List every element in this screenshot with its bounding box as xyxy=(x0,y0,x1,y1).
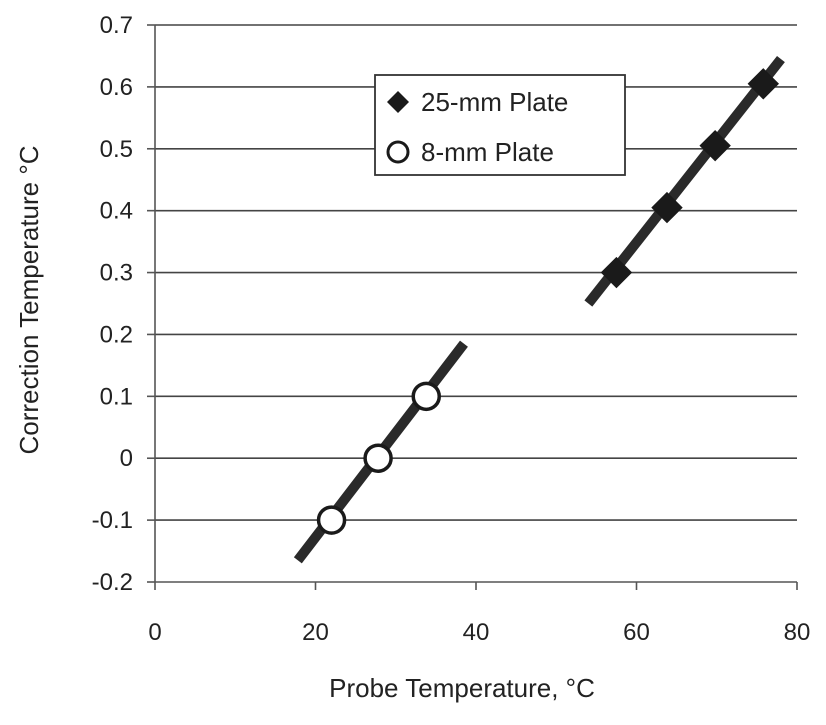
x-axis-title: Probe Temperature, °C xyxy=(329,673,595,703)
data-point-circle xyxy=(316,505,347,535)
y-tick-label: 0.7 xyxy=(100,12,133,39)
y-tick-label: 0 xyxy=(120,445,133,472)
gridlines xyxy=(155,24,797,521)
y-tick-label: 0.2 xyxy=(100,321,133,348)
legend: 25-mm Plate 8-mm Plate xyxy=(374,74,626,176)
data-point-circle xyxy=(363,443,393,473)
x-tick-label: 0 xyxy=(148,619,161,646)
legend-label: 25-mm Plate xyxy=(421,87,568,117)
x-tick-label: 20 xyxy=(302,619,329,646)
data-point-diamond xyxy=(600,256,633,289)
y-tick-label: 0.6 xyxy=(100,74,133,101)
legend-marker-diamond xyxy=(387,91,409,113)
legend-label: 8-mm Plate xyxy=(421,137,554,167)
x-tick-label: 80 xyxy=(784,619,811,646)
y-tick-label: -0.1 xyxy=(92,507,133,534)
y-tick-label: 0.1 xyxy=(100,383,133,410)
y-axis-title: Correction Temperature °C xyxy=(14,145,44,454)
data-point-diamond xyxy=(651,191,683,224)
axes xyxy=(147,24,798,590)
legend-marker-circle xyxy=(386,140,410,164)
data-points xyxy=(316,68,780,535)
tick-labels: -0.2 -0.1 0 0.1 0.2 0.3 0.4 0.5 0.6 0.7 0 20 40 60 80 xyxy=(92,12,811,646)
y-tick-label: -0.2 xyxy=(92,569,133,596)
y-tick-label: 0.5 xyxy=(100,136,133,163)
x-tick-label: 60 xyxy=(623,619,650,646)
legend-box xyxy=(374,74,626,176)
y-tick-label: 0.4 xyxy=(100,198,133,225)
data-point-diamond xyxy=(699,129,731,162)
y-tick-label: 0.3 xyxy=(100,260,133,287)
data-point-diamond xyxy=(747,68,780,100)
data-point-circle xyxy=(411,381,441,412)
x-tick-label: 40 xyxy=(463,619,490,646)
